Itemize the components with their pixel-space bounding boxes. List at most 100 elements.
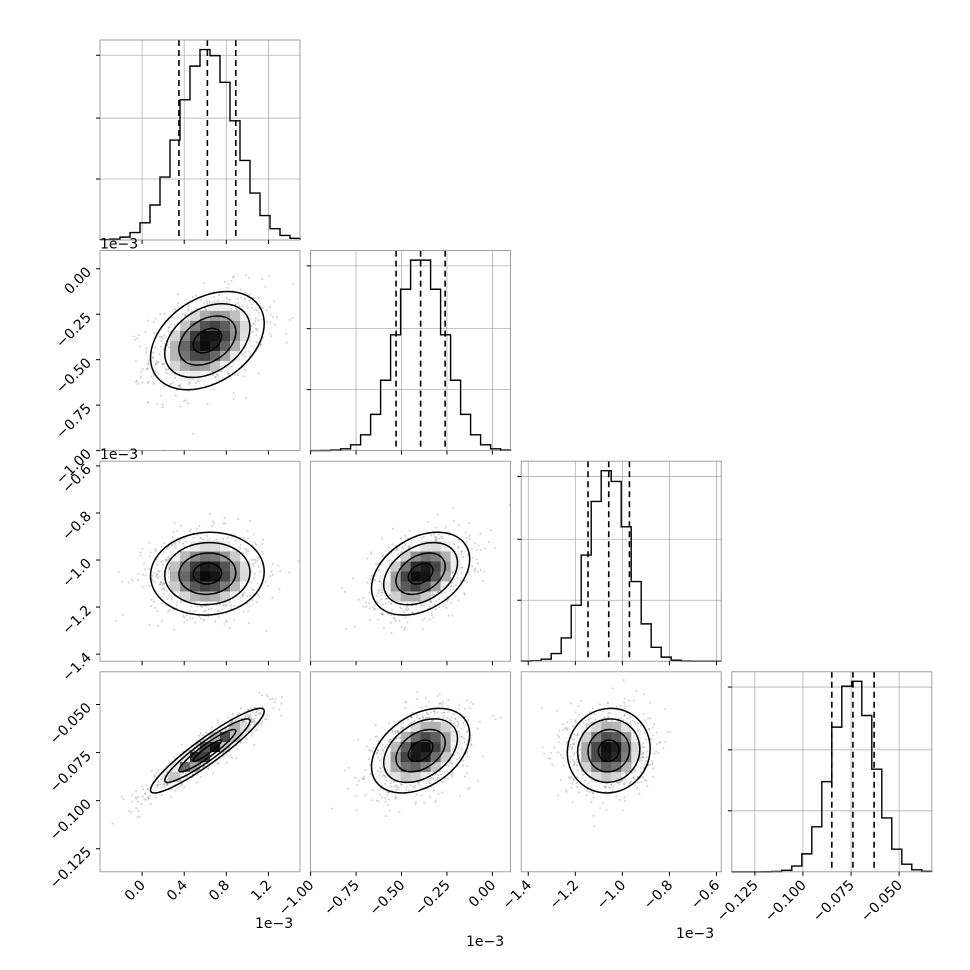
sample-point (251, 710, 254, 713)
sample-point (387, 798, 390, 801)
sample-point (261, 542, 264, 545)
sample-point (173, 522, 176, 525)
sample-point (194, 621, 197, 624)
scatter-panel-3-2 (520, 671, 722, 876)
sample-point (165, 589, 168, 592)
density-cell (200, 330, 211, 341)
sample-point (176, 530, 179, 533)
sample-point (166, 344, 169, 347)
sample-point (117, 570, 120, 573)
sample-point (262, 538, 265, 541)
sample-point (465, 764, 468, 767)
sample-point (221, 604, 224, 607)
sample-point (145, 368, 148, 371)
sample-point (413, 720, 416, 723)
sample-point (374, 735, 377, 738)
sample-point (233, 373, 236, 376)
sample-point (147, 360, 150, 363)
sample-point (460, 735, 463, 738)
sample-point (402, 722, 405, 725)
sample-point (173, 755, 176, 758)
sample-point (247, 550, 250, 553)
density-cell (230, 551, 241, 562)
sample-point (230, 365, 233, 368)
sample-point (221, 376, 224, 379)
sample-point (134, 381, 137, 384)
sample-point (253, 308, 256, 311)
density-cell (420, 581, 431, 592)
sample-point (161, 559, 164, 562)
sample-point (394, 730, 397, 733)
density-cell (440, 721, 451, 733)
density-cell (210, 541, 221, 552)
density-cell (190, 561, 201, 572)
sample-point (266, 713, 269, 716)
sample-point (437, 716, 440, 719)
sample-point (226, 286, 229, 289)
sample-point (162, 593, 165, 596)
sample-point (450, 719, 453, 722)
sample-point (436, 711, 439, 714)
sample-point (223, 280, 226, 283)
sample-point (195, 743, 198, 746)
sample-point (405, 788, 408, 791)
sample-point (471, 565, 474, 568)
sample-point (147, 796, 150, 799)
sample-point (362, 597, 365, 600)
sample-point (201, 734, 204, 737)
sample-point (159, 312, 162, 315)
sample-point (394, 732, 397, 735)
sample-point (403, 610, 406, 613)
density-cell (190, 541, 201, 552)
sample-point (255, 728, 258, 731)
sample-point (428, 605, 431, 608)
sample-point (157, 769, 160, 772)
sample-point (478, 720, 481, 723)
sample-point (233, 604, 236, 607)
sample-point (265, 320, 268, 323)
sample-point (468, 707, 471, 710)
sample-point (436, 695, 439, 698)
sample-point (434, 539, 437, 542)
density-cell (400, 761, 411, 773)
sample-point (183, 621, 186, 624)
sample-point (247, 609, 250, 612)
sample-point (373, 604, 376, 607)
sample-point (149, 555, 152, 558)
density-cell (440, 541, 451, 552)
sample-point (244, 714, 247, 717)
density-cell (410, 581, 421, 592)
sample-point (244, 355, 247, 358)
sample-point (168, 346, 171, 349)
sample-point (455, 572, 458, 575)
sample-point (466, 772, 469, 775)
sample-point (269, 575, 272, 578)
sample-point (452, 506, 455, 509)
sample-point (414, 803, 417, 806)
density-cell (180, 561, 191, 572)
sample-point (156, 624, 159, 627)
sample-point (435, 600, 438, 603)
density-cell (240, 571, 251, 582)
sample-point (161, 783, 164, 786)
panel-frame (99, 39, 301, 241)
contour-line (163, 303, 251, 379)
sample-point (256, 329, 259, 332)
sample-point (216, 721, 219, 724)
sample-point (225, 297, 228, 300)
sample-point (425, 705, 428, 708)
density-cell (220, 591, 231, 602)
sample-point (239, 288, 242, 291)
sample-point (371, 799, 374, 802)
sample-point (147, 380, 150, 383)
sample-point (273, 300, 276, 303)
sample-point (226, 537, 229, 540)
sample-point (277, 564, 280, 567)
sample-point (433, 593, 436, 596)
sample-point (261, 318, 264, 321)
sample-point (177, 384, 180, 387)
sample-point (381, 603, 384, 606)
sample-point (145, 351, 148, 354)
sample-point (390, 632, 393, 635)
sample-point (204, 307, 207, 310)
